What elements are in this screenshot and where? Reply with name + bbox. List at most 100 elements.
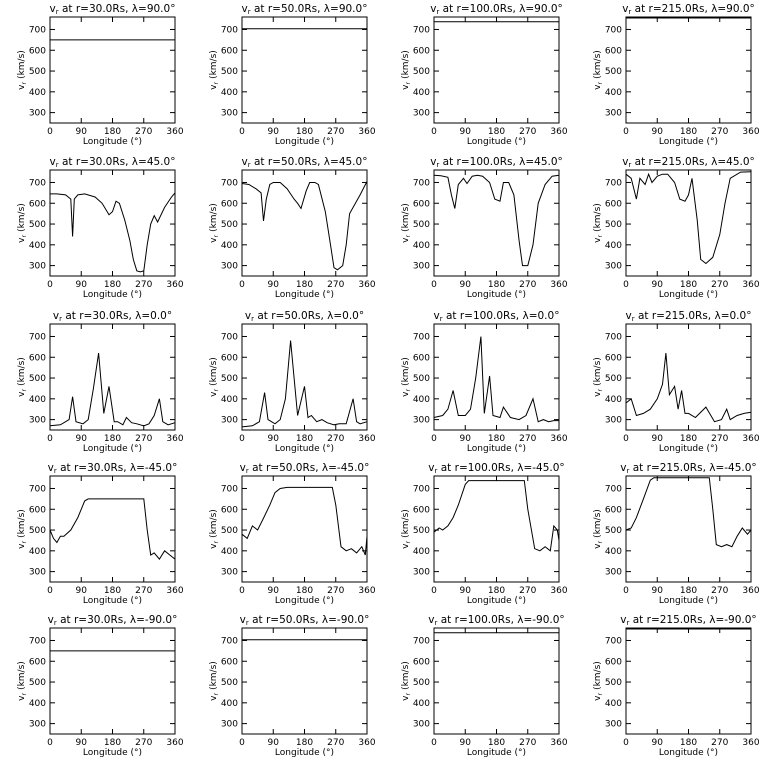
- x-tick-label: 360: [550, 738, 567, 748]
- y-tick-label: 500: [221, 374, 238, 384]
- chart-title-symbol: v: [240, 462, 246, 474]
- y-axis-label: vr (km/s): [401, 357, 412, 397]
- x-tick-label: 0: [47, 738, 53, 748]
- chart-title-text: at r=215.0Rs, λ=45.0°: [631, 156, 754, 168]
- y-axis-label-units: (km/s): [209, 50, 219, 82]
- chart-title-subscript: r: [246, 619, 249, 627]
- chart-title-symbol: v: [48, 462, 54, 474]
- x-axis-label: Longitude (°): [467, 290, 526, 300]
- y-axis-label-symbol: v: [593, 543, 603, 549]
- chart-title: vr at r=50.0Rs, λ=-90.0°: [240, 614, 370, 627]
- x-tick-label: 360: [550, 280, 567, 290]
- x-tick-label: 0: [47, 280, 53, 290]
- y-axis-label-subscript: r: [596, 388, 604, 391]
- y-tick-label: 400: [29, 699, 46, 709]
- y-axis-label: vr (km/s): [209, 509, 220, 549]
- y-tick-label: 500: [221, 678, 238, 688]
- y-axis-label-symbol: v: [209, 84, 219, 90]
- y-axis-label-units: (km/s): [593, 50, 603, 82]
- chart-title-subscript: r: [248, 8, 251, 16]
- x-axis-label: Longitude (°): [659, 290, 718, 300]
- series-line: [625, 171, 752, 265]
- y-axis-label-subscript: r: [596, 540, 604, 543]
- x-tick-label: 90: [652, 738, 664, 748]
- y-tick-label: 500: [413, 220, 430, 230]
- y-tick-label: 400: [413, 88, 430, 98]
- y-tick-label: 700: [413, 332, 430, 342]
- chart-panel: vr at r=215.0Rs, λ=90.0°0 90 180 270 3603004…: [593, 3, 760, 147]
- x-tick-label: 90: [76, 127, 88, 137]
- x-tick-label: 270: [135, 280, 152, 290]
- y-tick-label: 700: [221, 178, 238, 188]
- x-tick-label: 0: [431, 434, 437, 444]
- chart-title-subscript: r: [627, 467, 630, 475]
- y-tick-label: 400: [413, 241, 430, 251]
- y-tick-label: 700: [413, 636, 430, 646]
- x-tick-label: 270: [327, 280, 344, 290]
- chart-title: vr at r=50.0Rs, λ=45.0°: [242, 156, 368, 169]
- y-axis-label-symbol: v: [17, 84, 27, 90]
- chart-title-symbol: v: [430, 156, 436, 168]
- x-tick-label: 0: [623, 280, 629, 290]
- x-tick-label: 360: [358, 586, 375, 596]
- y-axis-label-subscript: r: [212, 692, 220, 695]
- y-tick-label: 700: [29, 332, 46, 342]
- chart-title: vr at r=30.0Rs, λ=90.0°: [50, 3, 176, 16]
- series-line: [50, 192, 176, 273]
- y-axis-label: vr (km/s): [401, 509, 412, 549]
- x-axis-label: Longitude (°): [467, 596, 526, 606]
- y-axis-label: vr (km/s): [209, 203, 220, 243]
- y-tick-label: 300: [413, 720, 430, 730]
- y-tick-label: 300: [413, 568, 430, 578]
- y-tick-label: 500: [413, 526, 430, 536]
- y-tick-label: 300: [413, 262, 430, 272]
- y-axis-label-subscript: r: [20, 540, 28, 543]
- chart-title: vr at r=215.0Rs, λ=90.0°: [622, 3, 755, 16]
- chart-title-subscript: r: [628, 161, 631, 169]
- y-axis-label-symbol: v: [593, 237, 603, 243]
- chart-title-text: at r=215.0Rs, λ=0.0°: [635, 310, 752, 322]
- y-axis-label-subscript: r: [212, 540, 220, 543]
- x-tick-label: 360: [742, 280, 759, 290]
- x-tick-label: 270: [135, 434, 152, 444]
- chart-title-subscript: r: [632, 315, 635, 323]
- chart-title: vr at r=50.0Rs, λ=-45.0°: [240, 462, 370, 475]
- chart-title-symbol: v: [428, 462, 434, 474]
- chart-title: vr at r=215.0Rs, λ=0.0°: [626, 310, 752, 323]
- y-axis-label: vr (km/s): [593, 509, 604, 549]
- y-axis-label-units: (km/s): [209, 203, 219, 235]
- chart-panel: vr at r=100.0Rs, λ=-90.0°0 90 180 270 360300…: [401, 614, 568, 758]
- chart-panel: vr at r=215.0Rs, λ=-90.0°0 90 180 270 360300…: [593, 614, 760, 758]
- y-tick-label: 700: [29, 25, 46, 35]
- chart-panel: vr at r=50.0Rs, λ=90.0°0 90 180 270 36030040…: [209, 3, 376, 147]
- x-tick-label: 0: [623, 738, 629, 748]
- x-tick-label: 90: [268, 586, 280, 596]
- y-tick-label: 700: [221, 25, 238, 35]
- x-tick-label: 0: [239, 127, 245, 137]
- y-tick-label: 600: [605, 199, 622, 209]
- x-tick-label: 0: [239, 586, 245, 596]
- x-tick-label: 360: [742, 127, 759, 137]
- y-tick-label: 300: [221, 262, 238, 272]
- y-tick-label: 600: [29, 46, 46, 56]
- y-tick-label: 500: [221, 220, 238, 230]
- x-axis-label: Longitude (°): [467, 444, 526, 454]
- y-axis-label: vr (km/s): [209, 357, 220, 397]
- x-tick-label: 270: [327, 127, 344, 137]
- y-tick-label: 700: [605, 484, 622, 494]
- x-tick-label: 180: [104, 127, 121, 137]
- y-axis-label-symbol: v: [209, 543, 219, 549]
- x-tick-label: 180: [296, 280, 313, 290]
- chart-title-text: at r=100.0Rs, λ=-45.0°: [437, 462, 564, 474]
- chart-panel: vr at r=215.0Rs, λ=45.0°0 90 180 270 3603004…: [593, 156, 760, 300]
- chart-title-text: at r=30.0Rs, λ=0.0°: [62, 310, 172, 322]
- series-line: [625, 477, 752, 548]
- y-tick-label: 700: [29, 178, 46, 188]
- chart-title-text: at r=30.0Rs, λ=45.0°: [59, 156, 176, 168]
- x-axis-label: Longitude (°): [83, 290, 142, 300]
- y-tick-label: 600: [29, 505, 46, 515]
- y-axis-label-units: (km/s): [593, 661, 603, 693]
- x-tick-label: 0: [239, 434, 245, 444]
- x-tick-label: 0: [47, 127, 53, 137]
- x-tick-label: 270: [711, 434, 728, 444]
